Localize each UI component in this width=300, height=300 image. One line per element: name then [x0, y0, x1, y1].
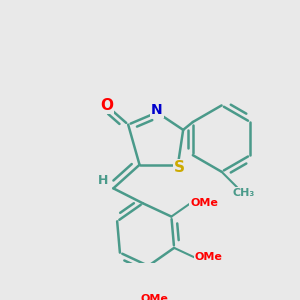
Text: OMe: OMe	[190, 197, 218, 208]
Text: O: O	[100, 98, 113, 113]
Text: S: S	[174, 160, 185, 175]
Text: OMe: OMe	[195, 252, 223, 262]
Text: CH₃: CH₃	[233, 188, 255, 198]
Text: H: H	[98, 174, 108, 187]
Text: N: N	[151, 103, 163, 117]
Text: OMe: OMe	[140, 293, 168, 300]
